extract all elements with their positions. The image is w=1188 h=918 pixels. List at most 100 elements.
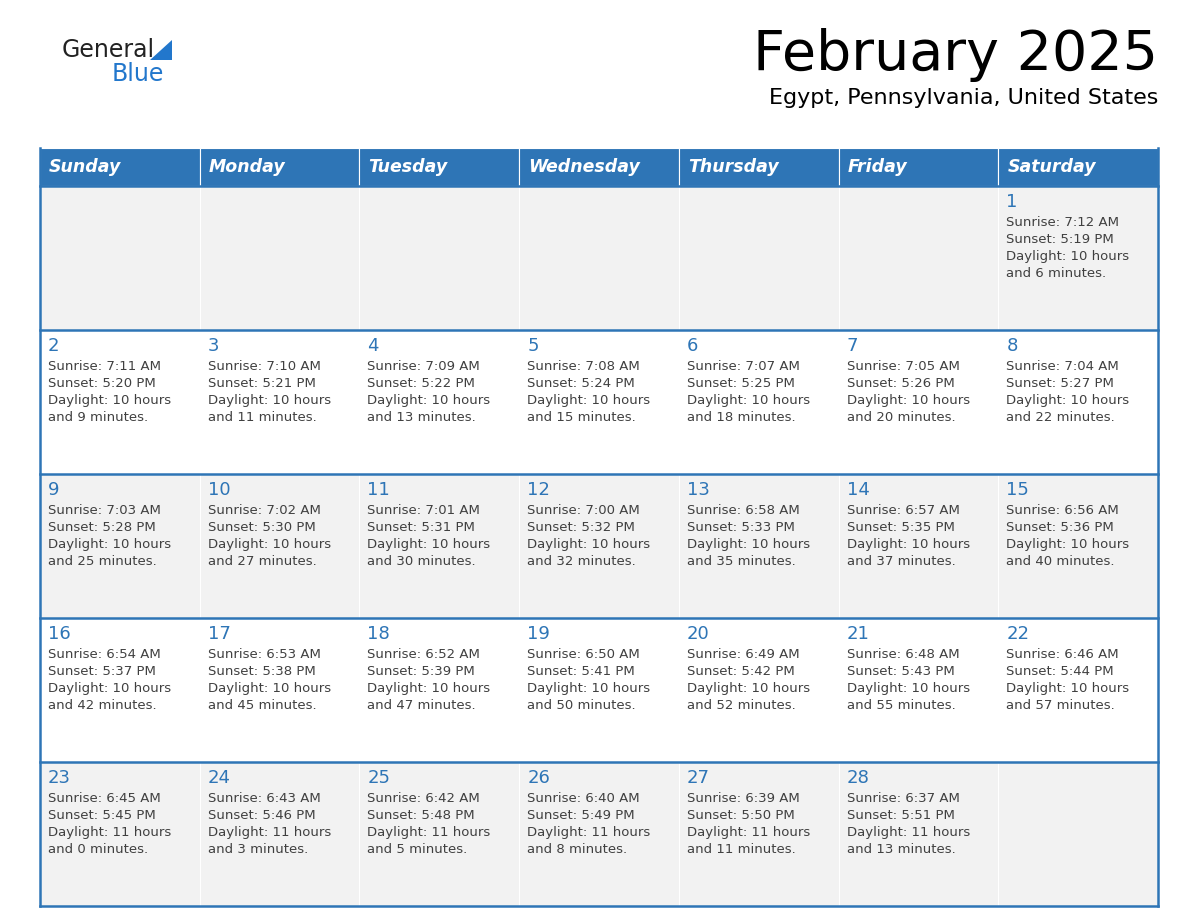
Text: Sunrise: 7:08 AM: Sunrise: 7:08 AM bbox=[527, 360, 640, 373]
Text: Sunrise: 6:46 AM: Sunrise: 6:46 AM bbox=[1006, 648, 1119, 661]
Text: Sunrise: 6:52 AM: Sunrise: 6:52 AM bbox=[367, 648, 480, 661]
Text: Sunrise: 7:10 AM: Sunrise: 7:10 AM bbox=[208, 360, 321, 373]
Text: 3: 3 bbox=[208, 337, 220, 355]
Text: Sunset: 5:22 PM: Sunset: 5:22 PM bbox=[367, 377, 475, 390]
Bar bbox=[519, 186, 678, 330]
Text: Daylight: 10 hours: Daylight: 10 hours bbox=[48, 538, 171, 551]
Text: and 13 minutes.: and 13 minutes. bbox=[367, 411, 476, 424]
Text: Daylight: 11 hours: Daylight: 11 hours bbox=[48, 826, 171, 839]
Text: Sunrise: 6:45 AM: Sunrise: 6:45 AM bbox=[48, 792, 160, 805]
Text: Daylight: 10 hours: Daylight: 10 hours bbox=[1006, 682, 1130, 695]
Text: 14: 14 bbox=[847, 481, 870, 499]
Text: 5: 5 bbox=[527, 337, 538, 355]
Bar bbox=[519, 474, 678, 618]
Text: Sunset: 5:35 PM: Sunset: 5:35 PM bbox=[847, 521, 954, 534]
Text: Daylight: 11 hours: Daylight: 11 hours bbox=[367, 826, 491, 839]
Text: 11: 11 bbox=[367, 481, 390, 499]
Text: Sunset: 5:38 PM: Sunset: 5:38 PM bbox=[208, 665, 316, 678]
Text: 17: 17 bbox=[208, 625, 230, 643]
Bar bbox=[360, 330, 519, 474]
Bar bbox=[40, 474, 200, 618]
Text: Thursday: Thursday bbox=[688, 158, 778, 176]
Text: Daylight: 10 hours: Daylight: 10 hours bbox=[48, 682, 171, 695]
Text: Sunrise: 7:03 AM: Sunrise: 7:03 AM bbox=[48, 504, 160, 517]
Text: Daylight: 10 hours: Daylight: 10 hours bbox=[687, 538, 810, 551]
Bar bbox=[200, 474, 360, 618]
Text: and 32 minutes.: and 32 minutes. bbox=[527, 555, 636, 568]
Text: Saturday: Saturday bbox=[1007, 158, 1095, 176]
Text: Sunrise: 7:05 AM: Sunrise: 7:05 AM bbox=[847, 360, 960, 373]
Polygon shape bbox=[150, 40, 172, 60]
Text: Sunrise: 6:57 AM: Sunrise: 6:57 AM bbox=[847, 504, 960, 517]
Text: Daylight: 10 hours: Daylight: 10 hours bbox=[847, 682, 969, 695]
Text: Monday: Monday bbox=[209, 158, 285, 176]
Bar bbox=[839, 762, 998, 906]
Text: 27: 27 bbox=[687, 769, 710, 787]
Bar bbox=[40, 618, 200, 762]
Bar bbox=[839, 148, 998, 186]
Text: Daylight: 10 hours: Daylight: 10 hours bbox=[687, 394, 810, 407]
Text: Sunset: 5:33 PM: Sunset: 5:33 PM bbox=[687, 521, 795, 534]
Text: and 45 minutes.: and 45 minutes. bbox=[208, 699, 316, 712]
Text: Sunset: 5:27 PM: Sunset: 5:27 PM bbox=[1006, 377, 1114, 390]
Bar bbox=[360, 148, 519, 186]
Text: and 9 minutes.: and 9 minutes. bbox=[48, 411, 148, 424]
Text: 26: 26 bbox=[527, 769, 550, 787]
Bar bbox=[40, 148, 200, 186]
Bar bbox=[678, 762, 839, 906]
Text: Daylight: 10 hours: Daylight: 10 hours bbox=[1006, 394, 1130, 407]
Text: Daylight: 10 hours: Daylight: 10 hours bbox=[367, 538, 491, 551]
Text: 7: 7 bbox=[847, 337, 858, 355]
Text: Sunset: 5:32 PM: Sunset: 5:32 PM bbox=[527, 521, 636, 534]
Text: Tuesday: Tuesday bbox=[368, 158, 448, 176]
Bar bbox=[360, 474, 519, 618]
Bar bbox=[839, 474, 998, 618]
Text: and 11 minutes.: and 11 minutes. bbox=[687, 843, 796, 856]
Bar bbox=[200, 330, 360, 474]
Bar bbox=[40, 330, 200, 474]
Bar bbox=[200, 186, 360, 330]
Text: Daylight: 11 hours: Daylight: 11 hours bbox=[847, 826, 969, 839]
Text: Sunrise: 6:58 AM: Sunrise: 6:58 AM bbox=[687, 504, 800, 517]
Text: Blue: Blue bbox=[112, 62, 164, 86]
Text: and 18 minutes.: and 18 minutes. bbox=[687, 411, 796, 424]
Text: Friday: Friday bbox=[847, 158, 908, 176]
Text: Daylight: 11 hours: Daylight: 11 hours bbox=[208, 826, 331, 839]
Text: Sunset: 5:49 PM: Sunset: 5:49 PM bbox=[527, 809, 634, 822]
Text: 25: 25 bbox=[367, 769, 391, 787]
Text: and 6 minutes.: and 6 minutes. bbox=[1006, 267, 1106, 280]
Text: Sunset: 5:50 PM: Sunset: 5:50 PM bbox=[687, 809, 795, 822]
Text: Daylight: 10 hours: Daylight: 10 hours bbox=[208, 682, 330, 695]
Text: 22: 22 bbox=[1006, 625, 1029, 643]
Bar bbox=[678, 618, 839, 762]
Text: 21: 21 bbox=[847, 625, 870, 643]
Bar bbox=[360, 186, 519, 330]
Text: Sunset: 5:51 PM: Sunset: 5:51 PM bbox=[847, 809, 954, 822]
Text: Sunset: 5:24 PM: Sunset: 5:24 PM bbox=[527, 377, 634, 390]
Text: Sunrise: 7:00 AM: Sunrise: 7:00 AM bbox=[527, 504, 640, 517]
Bar bbox=[839, 618, 998, 762]
Text: Sunrise: 7:07 AM: Sunrise: 7:07 AM bbox=[687, 360, 800, 373]
Text: Sunset: 5:19 PM: Sunset: 5:19 PM bbox=[1006, 233, 1114, 246]
Bar bbox=[200, 618, 360, 762]
Text: and 55 minutes.: and 55 minutes. bbox=[847, 699, 955, 712]
Text: Daylight: 10 hours: Daylight: 10 hours bbox=[847, 394, 969, 407]
Bar bbox=[998, 186, 1158, 330]
Text: Sunset: 5:48 PM: Sunset: 5:48 PM bbox=[367, 809, 475, 822]
Text: Daylight: 11 hours: Daylight: 11 hours bbox=[527, 826, 650, 839]
Text: Daylight: 11 hours: Daylight: 11 hours bbox=[687, 826, 810, 839]
Bar bbox=[678, 148, 839, 186]
Text: 1: 1 bbox=[1006, 193, 1018, 211]
Text: and 5 minutes.: and 5 minutes. bbox=[367, 843, 468, 856]
Text: and 52 minutes.: and 52 minutes. bbox=[687, 699, 796, 712]
Text: 9: 9 bbox=[48, 481, 59, 499]
Text: 24: 24 bbox=[208, 769, 230, 787]
Text: Sunset: 5:41 PM: Sunset: 5:41 PM bbox=[527, 665, 634, 678]
Text: Sunrise: 6:54 AM: Sunrise: 6:54 AM bbox=[48, 648, 160, 661]
Text: and 35 minutes.: and 35 minutes. bbox=[687, 555, 796, 568]
Text: Sunrise: 6:56 AM: Sunrise: 6:56 AM bbox=[1006, 504, 1119, 517]
Bar bbox=[519, 330, 678, 474]
Text: Daylight: 10 hours: Daylight: 10 hours bbox=[847, 538, 969, 551]
Bar bbox=[839, 330, 998, 474]
Text: Sunrise: 6:37 AM: Sunrise: 6:37 AM bbox=[847, 792, 960, 805]
